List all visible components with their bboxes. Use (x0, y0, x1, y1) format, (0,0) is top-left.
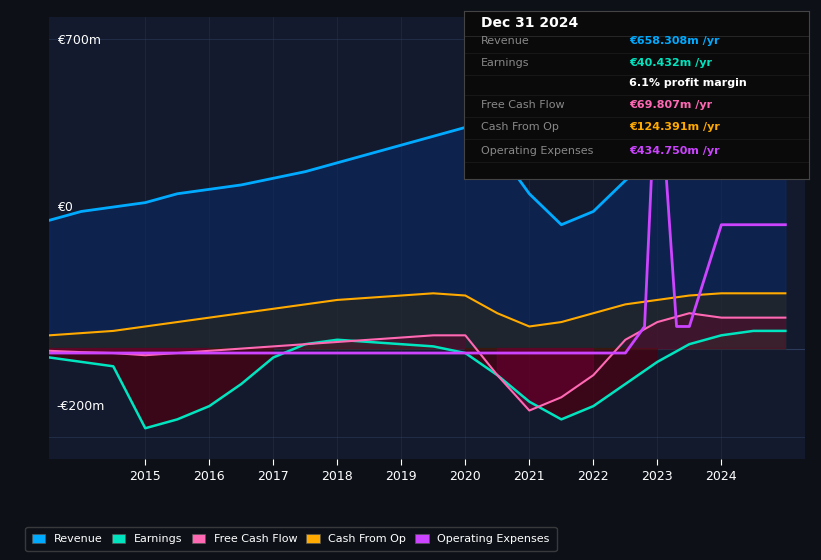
Text: Free Cash Flow: Free Cash Flow (481, 100, 565, 110)
Legend: Revenue, Earnings, Free Cash Flow, Cash From Op, Operating Expenses: Revenue, Earnings, Free Cash Flow, Cash … (25, 527, 557, 551)
Text: €434.750m /yr: €434.750m /yr (630, 146, 720, 156)
Text: €0: €0 (57, 200, 73, 213)
Text: Dec 31 2024: Dec 31 2024 (481, 16, 578, 30)
Text: Cash From Op: Cash From Op (481, 122, 559, 132)
Text: €658.308m /yr: €658.308m /yr (630, 36, 720, 46)
Text: 6.1% profit margin: 6.1% profit margin (630, 78, 747, 88)
Text: Operating Expenses: Operating Expenses (481, 146, 594, 156)
Text: -€200m: -€200m (57, 400, 105, 413)
Text: Revenue: Revenue (481, 36, 530, 46)
Text: €69.807m /yr: €69.807m /yr (630, 100, 713, 110)
Text: €700m: €700m (57, 35, 101, 48)
Text: €124.391m /yr: €124.391m /yr (630, 122, 720, 132)
Text: €40.432m /yr: €40.432m /yr (630, 58, 713, 68)
Text: Earnings: Earnings (481, 58, 530, 68)
